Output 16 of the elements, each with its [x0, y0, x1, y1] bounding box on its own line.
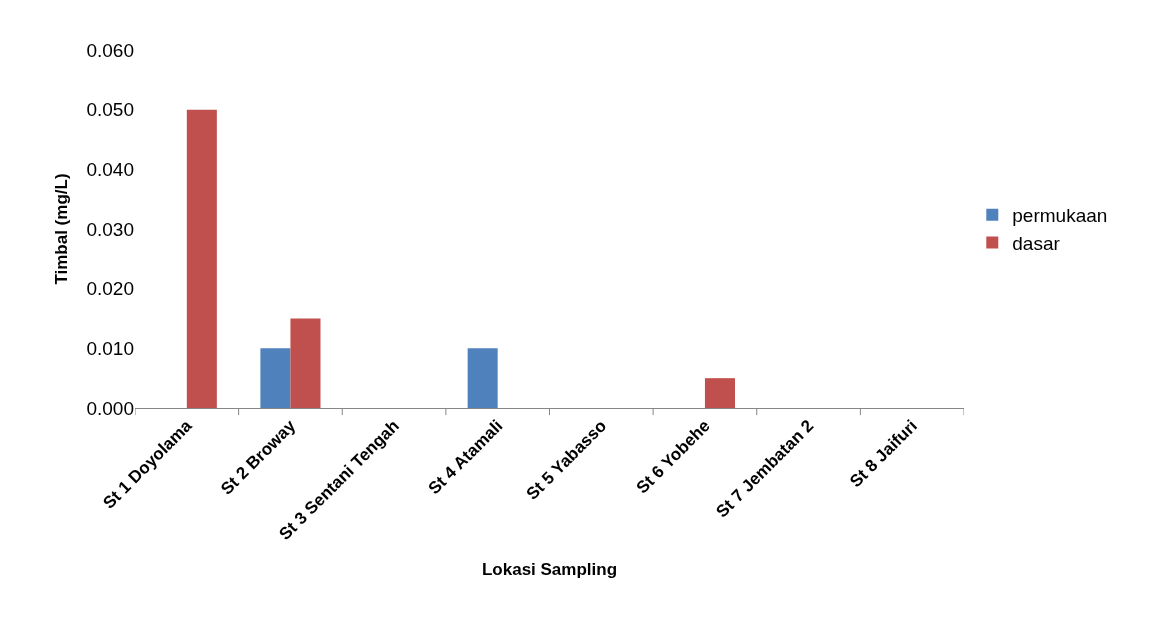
bar [704, 378, 735, 408]
y-tick-label: 0.030 [86, 218, 134, 240]
legend-label: permukaan [1012, 205, 1108, 227]
y-tick-label: 0.050 [86, 99, 134, 121]
bar [467, 348, 498, 408]
bar [260, 348, 291, 408]
bar [186, 109, 217, 408]
y-axis-title: Timbal (mg/L) [52, 173, 71, 285]
y-tick-label: 0.060 [86, 39, 134, 61]
bar [290, 318, 321, 408]
y-tick-label: 0.010 [86, 337, 134, 359]
y-tick-label: 0.000 [86, 397, 134, 419]
legend-label: dasar [1012, 232, 1061, 254]
y-tick-label: 0.040 [86, 158, 134, 180]
y-tick-label: 0.020 [86, 278, 134, 300]
x-axis-title: Lokasi Sampling [481, 560, 618, 580]
